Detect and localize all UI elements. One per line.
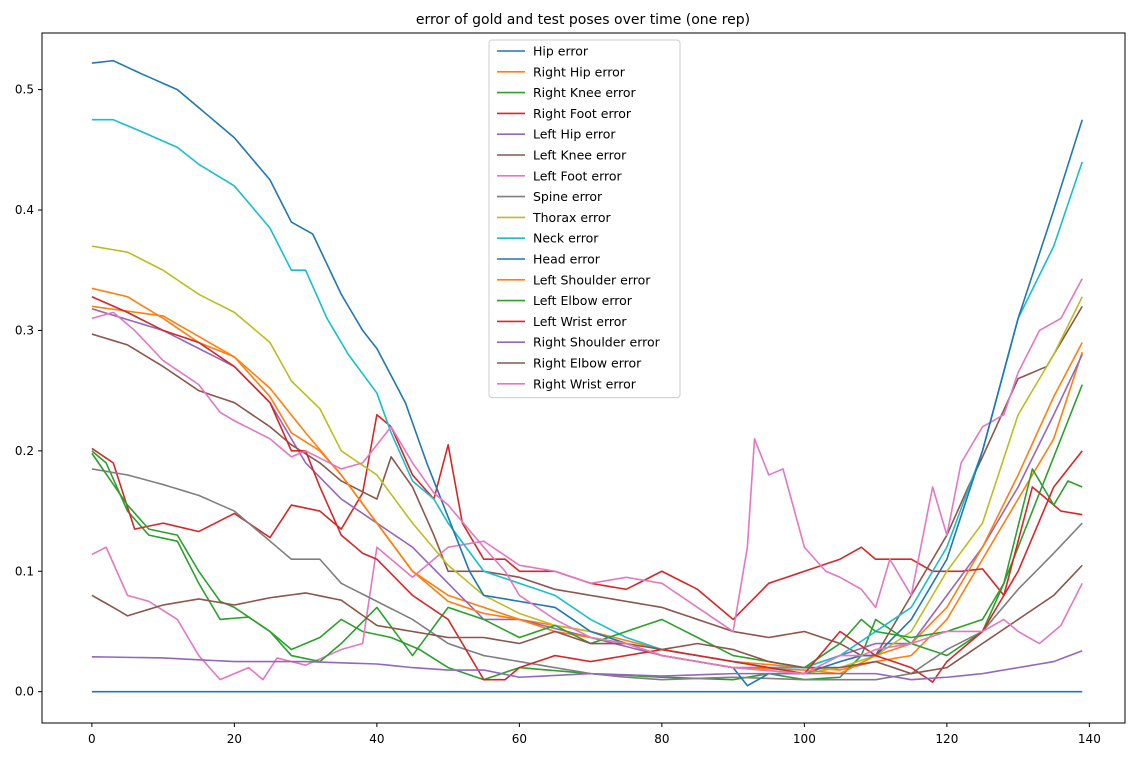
y-tick-label: 0.2 bbox=[15, 444, 34, 458]
y-tick-label: 0.0 bbox=[15, 685, 34, 699]
y-tick-label: 0.4 bbox=[15, 203, 34, 217]
series-line-15 bbox=[91, 564, 1083, 675]
x-tick-label: 0 bbox=[88, 732, 96, 746]
series-layer bbox=[91, 59, 1084, 693]
legend-label: Right Wrist error bbox=[533, 376, 637, 391]
series-line-9 bbox=[91, 118, 1084, 669]
y-tick-label: 0.5 bbox=[15, 83, 34, 97]
series-line-6 bbox=[91, 278, 1083, 681]
legend-box bbox=[488, 39, 681, 399]
x-tick-label: 120 bbox=[935, 732, 958, 746]
legend-label: Left Elbow error bbox=[533, 293, 633, 308]
series-line-13 bbox=[91, 295, 1083, 683]
legend-label: Right Elbow error bbox=[533, 356, 642, 371]
x-tick-label: 60 bbox=[512, 732, 527, 746]
y-axis: 0.0 0.1 0.2 0.3 0.4 0.5 bbox=[15, 83, 42, 699]
legend-label: Neck error bbox=[533, 231, 599, 246]
x-tick-label: 20 bbox=[227, 732, 242, 746]
legend-label: Hip error bbox=[533, 44, 589, 59]
x-tick-label: 40 bbox=[369, 732, 384, 746]
legend-label: Left Wrist error bbox=[533, 314, 627, 329]
legend: Hip error Right Hip error Right Knee error… bbox=[488, 39, 681, 399]
x-axis: 0 20 40 60 80 100 120 140 bbox=[88, 723, 1101, 746]
x-tick-label: 140 bbox=[1078, 732, 1101, 746]
series-line-7 bbox=[91, 468, 1083, 681]
y-tick-label: 0.1 bbox=[15, 564, 34, 578]
series-line-8 bbox=[91, 245, 1083, 675]
series-line-14 bbox=[91, 650, 1083, 681]
x-tick-label: 100 bbox=[793, 732, 816, 746]
legend-label: Left Foot error bbox=[533, 168, 623, 183]
x-tick-label: 80 bbox=[654, 732, 669, 746]
legend-label: Left Shoulder error bbox=[533, 272, 651, 287]
plot-frame bbox=[41, 32, 1126, 724]
y-tick-label: 0.3 bbox=[15, 323, 34, 337]
legend-label: Right Foot error bbox=[533, 106, 632, 121]
legend-label: Thorax error bbox=[532, 210, 611, 225]
legend-label: Right Hip error bbox=[533, 64, 626, 79]
series-line-10 bbox=[91, 59, 1084, 687]
series-line-5 bbox=[91, 305, 1083, 657]
legend-label: Right Knee error bbox=[533, 85, 636, 100]
chart-title: error of gold and test poses over time (… bbox=[416, 12, 750, 28]
legend-label: Head error bbox=[533, 252, 601, 267]
series-line-11 bbox=[91, 287, 1083, 675]
series-line-16 bbox=[91, 311, 1083, 675]
legend-label: Left Hip error bbox=[533, 127, 616, 142]
legend-label: Left Knee error bbox=[533, 148, 627, 163]
legend-label: Spine error bbox=[533, 189, 603, 204]
legend-label: Right Shoulder error bbox=[533, 335, 661, 350]
